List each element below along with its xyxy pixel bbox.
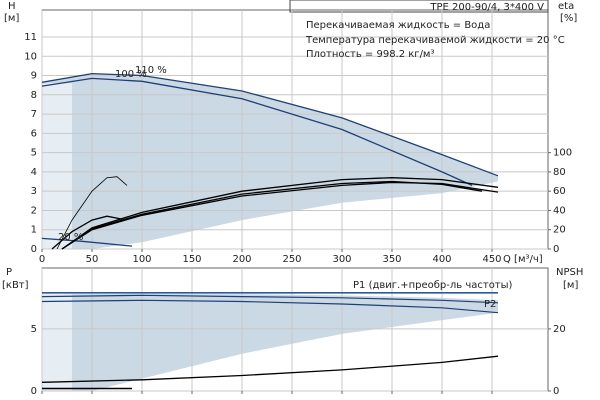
- y-tick-label: 7: [31, 109, 37, 120]
- min-flow-area: [42, 294, 72, 391]
- note: Перекачиваемая жидкость = Вода: [306, 20, 490, 31]
- y-tick-label: 10: [24, 51, 37, 62]
- y2-tick-label: 60: [553, 186, 566, 197]
- annotation: 110 %: [135, 65, 167, 76]
- y-tick-label: 4: [31, 167, 37, 178]
- title-box: [289, 0, 549, 13]
- y2-axis-label: NPSH: [556, 267, 583, 278]
- chart-title: TPE 200-90/4, 3*400 V: [429, 2, 544, 13]
- annotation: P2: [484, 299, 496, 310]
- y-axis-unit: [м]: [4, 13, 19, 24]
- curve: [41, 299, 499, 314]
- note: Температура перекачиваемой жидкости = 20…: [305, 35, 565, 46]
- y2-tick-label: 20: [553, 324, 566, 335]
- y-tick-label: 11: [24, 32, 37, 43]
- y-tick-label: 8: [31, 90, 37, 101]
- y-tick-label: 0: [31, 244, 37, 255]
- curve: [41, 77, 473, 186]
- y2-axis-unit: [м]: [563, 280, 578, 291]
- operating-area: [42, 294, 498, 391]
- curve: [41, 237, 133, 247]
- curve: [61, 181, 499, 250]
- y-tick-label: 5: [31, 324, 37, 335]
- y2-axis-label: eta: [558, 1, 574, 12]
- y2-axis-unit: [%]: [560, 13, 577, 24]
- y-tick-label: 1: [31, 225, 37, 236]
- y2-tick-label: 80: [553, 167, 566, 178]
- min-flow-area: [42, 83, 72, 249]
- operating-area: [42, 73, 498, 250]
- y-axis-label: H: [8, 1, 16, 12]
- curve: [51, 215, 123, 250]
- y-tick-label: 5: [31, 148, 37, 159]
- y2-tick-label: 100: [553, 148, 572, 159]
- y-tick-label: 9: [31, 71, 37, 82]
- x-tick-label: 100: [132, 254, 151, 265]
- y-axis-label: P: [6, 267, 12, 278]
- y-tick-label: 2: [31, 205, 37, 216]
- curve: [56, 176, 128, 250]
- x-tick-label: 400: [432, 254, 451, 265]
- y2-tick-label: 0: [553, 244, 559, 255]
- note: Плотность = 998.2 кг/м³: [306, 49, 435, 60]
- x-tick-label: 450: [482, 254, 501, 265]
- y2-tick-label: 0: [553, 386, 559, 397]
- curve: [41, 72, 499, 177]
- x-tick-label: 250: [282, 254, 301, 265]
- y-tick-label: 3: [31, 186, 37, 197]
- y-tick-label: 0: [31, 386, 37, 397]
- x-tick-label: 50: [86, 254, 99, 265]
- curve: [41, 355, 499, 383]
- x-tick-label: 300: [332, 254, 351, 265]
- x-tick-label: 150: [182, 254, 201, 265]
- x-tick-label: 350: [382, 254, 401, 265]
- y-axis-unit: [кВт]: [2, 280, 29, 291]
- y-tick-label: 6: [31, 128, 37, 139]
- y2-tick-label: 20: [553, 225, 566, 236]
- annotation: P1 (двиг.+преобр-ль частоты): [353, 280, 513, 291]
- curve: [41, 294, 499, 304]
- annotation: 100 %: [115, 69, 147, 80]
- x-tick-label: 200: [232, 254, 251, 265]
- x-tick-label: 0: [39, 254, 45, 265]
- annotation: 20 %: [58, 232, 83, 243]
- plot-background: [41, 9, 549, 392]
- curve: [61, 177, 499, 250]
- x-axis-label: Q [м³/ч]: [503, 254, 543, 265]
- y2-tick-label: 40: [553, 205, 566, 216]
